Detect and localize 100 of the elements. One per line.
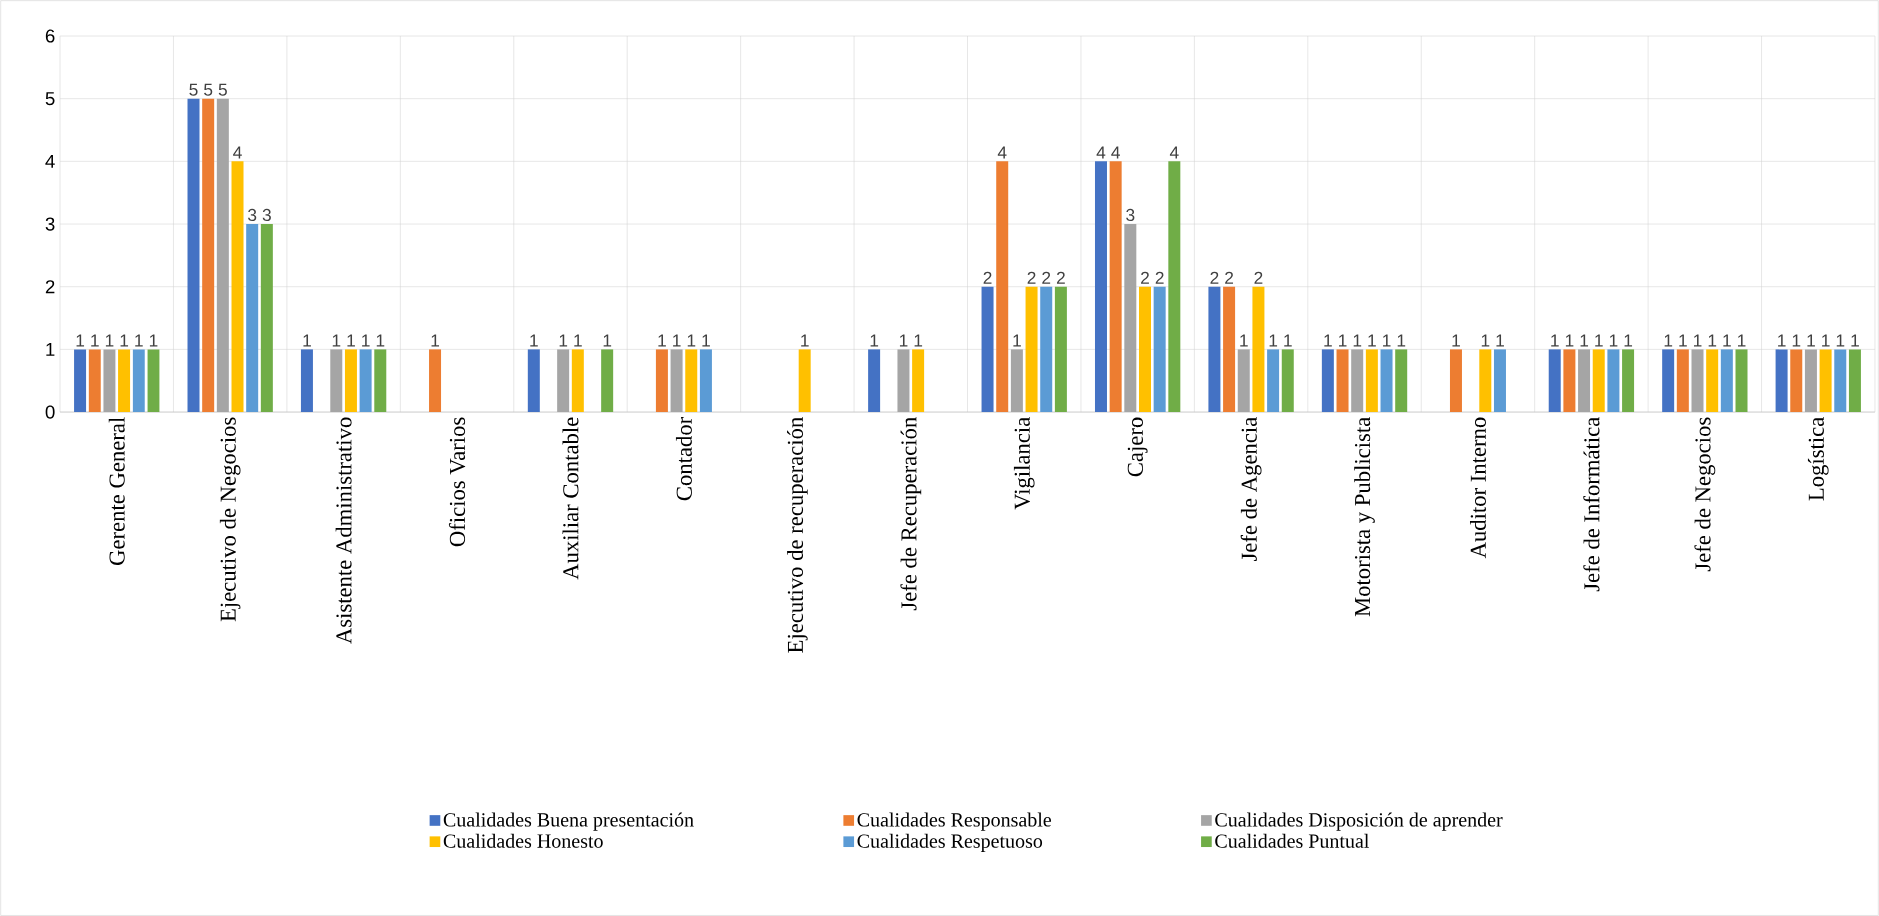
bar [912, 349, 925, 412]
bar [187, 98, 200, 412]
data-label: 1 [120, 334, 129, 347]
data-label: 1 [1580, 334, 1589, 347]
data-label: 1 [1792, 334, 1801, 347]
x-tick-label: Auxiliar Contable [562, 417, 579, 580]
bar [1138, 286, 1151, 412]
bar [1563, 349, 1576, 412]
data-label: 4 [1111, 146, 1120, 159]
bar [699, 349, 712, 412]
x-tick-label: Auditor Interno [1469, 417, 1486, 559]
y-tick-label: 4 [45, 154, 55, 168]
data-label: 1 [1807, 334, 1815, 347]
bar [202, 98, 215, 412]
data-label: 1 [658, 334, 666, 347]
bar [374, 349, 387, 412]
bar [1351, 349, 1364, 412]
data-label: 2 [1254, 271, 1263, 284]
data-label: 1 [1624, 334, 1633, 347]
x-tick-label: Cajero [1127, 417, 1148, 477]
bar [1153, 286, 1166, 412]
data-label: 1 [870, 334, 879, 347]
data-label: 1 [899, 334, 908, 347]
y-tick-label: 3 [45, 217, 55, 231]
bar [1040, 286, 1053, 412]
data-label: 1 [1368, 334, 1376, 347]
bar [1706, 349, 1719, 412]
data-label: 1 [702, 334, 710, 347]
x-tick-label: Jefe de Agencia [1240, 417, 1262, 561]
bar [1720, 349, 1733, 412]
data-label: 1 [1723, 334, 1731, 347]
data-label: 1 [362, 334, 370, 347]
bar [1834, 349, 1847, 412]
bar [1819, 349, 1832, 412]
data-label: 5 [218, 83, 227, 96]
data-label: 1 [105, 334, 114, 347]
data-label: 4 [997, 146, 1007, 159]
data-label: 1 [1481, 334, 1490, 347]
bar [1124, 223, 1137, 412]
bar [1662, 349, 1675, 412]
x-tick-label: Ejecutivo de recuperación [787, 417, 808, 653]
bar [1380, 349, 1393, 412]
data-label: 1 [1609, 334, 1618, 347]
x-tick-label: Asistente Administrativo [335, 417, 352, 644]
legend-label: Cualidades Respetuoso [857, 833, 1043, 852]
data-label: 1 [1383, 334, 1391, 347]
bar [1054, 286, 1067, 412]
x-tick-label: Jefe de Informática [1583, 417, 1600, 592]
bar [1025, 286, 1038, 412]
data-label: 1 [347, 334, 355, 347]
y-tick-label: 6 [45, 29, 55, 43]
bar [1493, 349, 1506, 412]
bar [670, 349, 683, 412]
data-label: 1 [76, 334, 85, 347]
bar [231, 161, 244, 412]
data-label: 1 [574, 334, 582, 347]
bar [571, 349, 584, 412]
x-tick-label: Jefe de Recuperación [900, 417, 922, 611]
data-label: 1 [1240, 334, 1248, 347]
bar [1267, 349, 1280, 412]
data-label: 5 [204, 83, 213, 96]
bar [685, 349, 698, 412]
bar [1449, 349, 1462, 412]
bar [1848, 349, 1861, 412]
data-label: 1 [1496, 334, 1504, 347]
legend-label: Cualidades Honesto [443, 833, 603, 848]
bar [216, 98, 229, 412]
data-label: 1 [1738, 334, 1746, 347]
data-label: 1 [1397, 334, 1406, 347]
data-label: 4 [1169, 146, 1179, 159]
bar [1010, 349, 1023, 412]
data-label: 1 [559, 334, 568, 347]
bar [118, 349, 131, 412]
bar [246, 223, 259, 412]
data-label: 1 [135, 334, 143, 347]
data-label: 1 [1339, 334, 1347, 347]
data-label: 1 [1708, 334, 1717, 347]
bar [260, 223, 273, 412]
data-label: 4 [1096, 146, 1106, 159]
data-label: 1 [1851, 334, 1859, 347]
bar [1252, 286, 1265, 412]
data-label: 3 [262, 208, 271, 222]
bar [1336, 349, 1349, 412]
bar [344, 349, 357, 412]
bar [557, 349, 570, 412]
data-label: 2 [1155, 271, 1164, 284]
legend-label: Cualidades Puntual [1215, 833, 1369, 848]
x-tick-label: Gerente General [108, 417, 125, 565]
bar [798, 349, 811, 412]
x-tick-label: Vigilancia [1013, 417, 1035, 510]
bar [429, 349, 442, 412]
bar [1790, 349, 1803, 412]
bar [359, 349, 372, 412]
data-label: 1 [1664, 334, 1673, 347]
data-label: 3 [248, 208, 257, 222]
bar [1208, 286, 1221, 412]
data-label: 1 [1679, 334, 1687, 347]
data-label: 2 [1056, 271, 1065, 284]
bar [1607, 349, 1620, 412]
data-label: 1 [1284, 334, 1292, 347]
